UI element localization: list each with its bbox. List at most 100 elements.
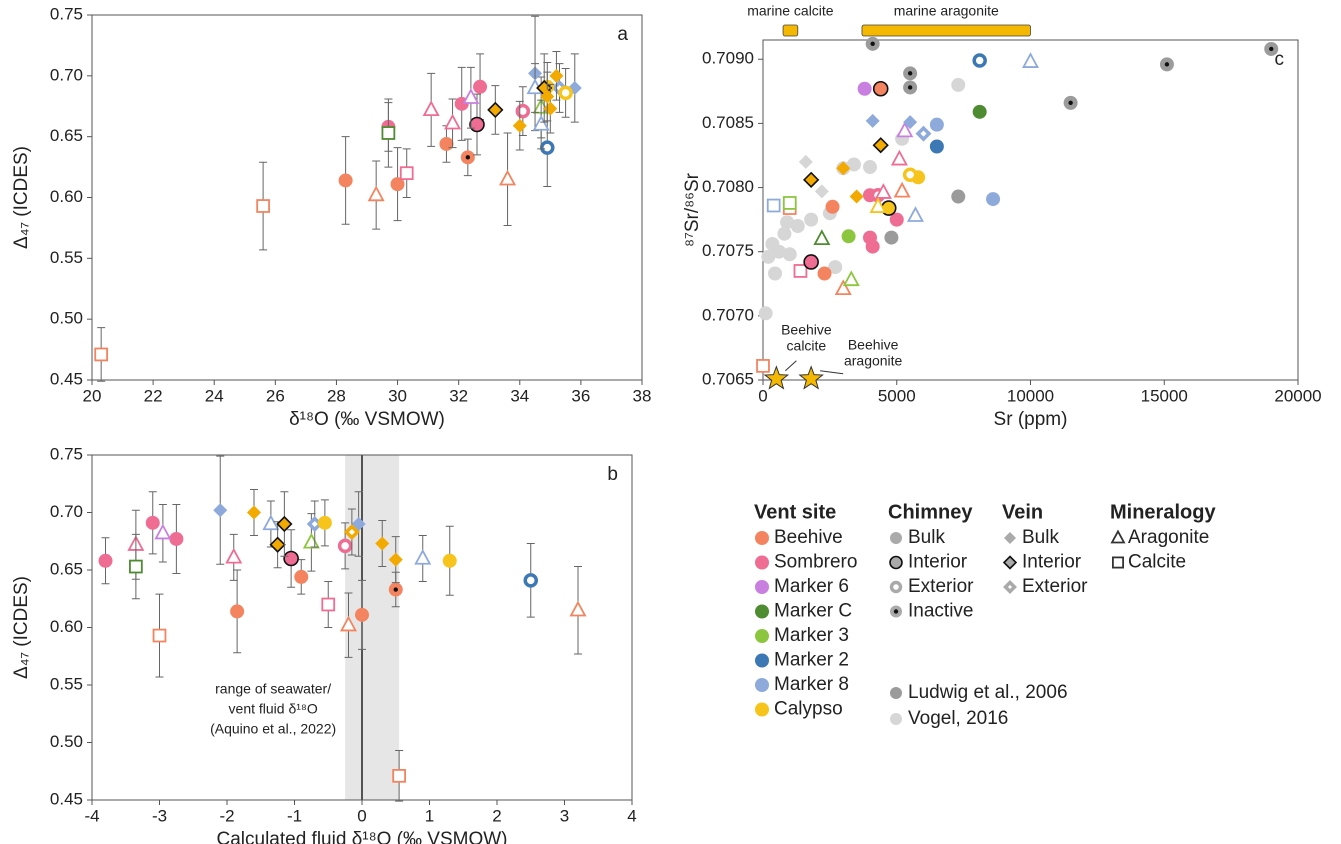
y-tick-label: 0.60 bbox=[50, 617, 83, 636]
data-point bbox=[392, 769, 406, 783]
data-point bbox=[814, 184, 829, 199]
data-point bbox=[915, 125, 932, 142]
marker-shape bbox=[276, 515, 293, 533]
plot-frame bbox=[762, 39, 1299, 381]
x-tick-label: 20 bbox=[83, 386, 102, 405]
legend-label: Ludwig et al., 2006 bbox=[908, 682, 1068, 703]
legend-item bbox=[755, 604, 769, 619]
data-point bbox=[790, 219, 805, 234]
marker-shape bbox=[790, 219, 805, 234]
data-point bbox=[499, 169, 517, 186]
legend-item bbox=[755, 678, 769, 692]
data-point bbox=[782, 247, 797, 262]
y-tick-label: 0.7070 bbox=[702, 305, 754, 324]
legend-label: Marker 3 bbox=[774, 625, 849, 646]
legend-title: Mineralogy bbox=[1110, 501, 1216, 523]
legend-label: Calcite bbox=[1128, 552, 1186, 573]
data-point bbox=[863, 160, 877, 175]
y-tick-label: 0.7065 bbox=[702, 369, 754, 388]
marker-shape bbox=[986, 192, 1001, 207]
marker-shape bbox=[512, 118, 527, 133]
y-tick-label: 0.7090 bbox=[702, 49, 754, 68]
star bbox=[763, 365, 790, 390]
marker-shape bbox=[355, 607, 369, 622]
data-point bbox=[294, 569, 309, 584]
marker-shape bbox=[972, 53, 987, 68]
data-point bbox=[262, 514, 280, 531]
marker-shape bbox=[294, 569, 309, 584]
legend-item bbox=[755, 531, 769, 545]
data-point bbox=[972, 104, 987, 119]
x-tick-label: 24 bbox=[205, 386, 224, 405]
data-point bbox=[569, 600, 587, 617]
marker-shape bbox=[392, 769, 406, 783]
marker-shape bbox=[339, 615, 358, 632]
marker-shape bbox=[540, 89, 555, 104]
marker-shape bbox=[915, 125, 932, 142]
marker-shape bbox=[780, 215, 795, 230]
legend-label: Marker 6 bbox=[774, 576, 849, 597]
data-point bbox=[540, 140, 555, 155]
marker-shape bbox=[532, 114, 550, 131]
star-label: Beehive bbox=[781, 321, 832, 337]
data-point bbox=[247, 505, 261, 520]
x-tick-label: 30 bbox=[388, 386, 407, 405]
data-point bbox=[343, 524, 360, 541]
data-point bbox=[339, 615, 358, 632]
data-point bbox=[902, 167, 918, 182]
y-tick-label: 0.50 bbox=[50, 309, 83, 328]
x-tick-label: 22 bbox=[144, 386, 163, 405]
data-point bbox=[422, 100, 440, 117]
marker-shape bbox=[890, 149, 908, 166]
marker-shape bbox=[230, 604, 245, 619]
data-point bbox=[317, 515, 332, 530]
legend-label: Inactive bbox=[908, 601, 973, 622]
legend-label: Marker C bbox=[774, 601, 852, 622]
y-tick-label: 0.7085 bbox=[702, 113, 754, 132]
legend-item bbox=[890, 687, 902, 699]
legend-item bbox=[889, 580, 903, 594]
marker-shape bbox=[169, 531, 184, 546]
data-point bbox=[94, 347, 109, 362]
legend-item bbox=[890, 713, 902, 725]
marker-shape bbox=[890, 713, 902, 725]
data-point bbox=[355, 607, 369, 622]
data-point bbox=[857, 81, 872, 96]
marker-shape bbox=[929, 117, 944, 132]
data-point bbox=[874, 183, 892, 199]
marker-shape bbox=[444, 113, 462, 130]
range-label: marine aragonite bbox=[894, 3, 999, 19]
x-tick-label: -2 bbox=[219, 806, 234, 825]
legend-item bbox=[890, 532, 902, 544]
marker-shape bbox=[302, 532, 320, 549]
data-point bbox=[893, 181, 911, 198]
data-point bbox=[842, 270, 860, 287]
legend-title: Chimney bbox=[888, 501, 973, 523]
legend-label: Sombrero bbox=[774, 552, 857, 573]
marker-shape bbox=[903, 115, 918, 130]
data-point bbox=[803, 254, 819, 270]
marker-shape bbox=[951, 77, 966, 92]
marker-shape bbox=[869, 197, 887, 213]
marker-shape bbox=[761, 249, 776, 264]
data-point bbox=[865, 239, 880, 254]
marker-shape bbox=[499, 169, 517, 186]
marker-shape bbox=[951, 189, 966, 204]
data-point bbox=[929, 117, 944, 132]
data-point bbox=[772, 244, 787, 259]
marker-shape bbox=[422, 100, 440, 117]
legend-label: Marker 2 bbox=[774, 650, 849, 671]
y-tick-label: 0.55 bbox=[50, 674, 83, 693]
x-tick-label: 0 bbox=[758, 386, 767, 405]
x-tick-label: 2 bbox=[492, 806, 501, 825]
marker-shape bbox=[558, 85, 573, 101]
x-tick-label: 36 bbox=[571, 386, 590, 405]
y-axis-label: Δ₄₇ (ICDES) bbox=[11, 146, 32, 249]
x-tick-label: 10000 bbox=[1007, 386, 1054, 405]
marker-shape bbox=[929, 139, 944, 154]
marker-shape bbox=[768, 266, 783, 281]
x-tick-label: 4 bbox=[627, 806, 636, 825]
x-tick-label: 34 bbox=[510, 386, 529, 405]
data-point bbox=[129, 559, 143, 574]
data-point bbox=[841, 229, 856, 244]
